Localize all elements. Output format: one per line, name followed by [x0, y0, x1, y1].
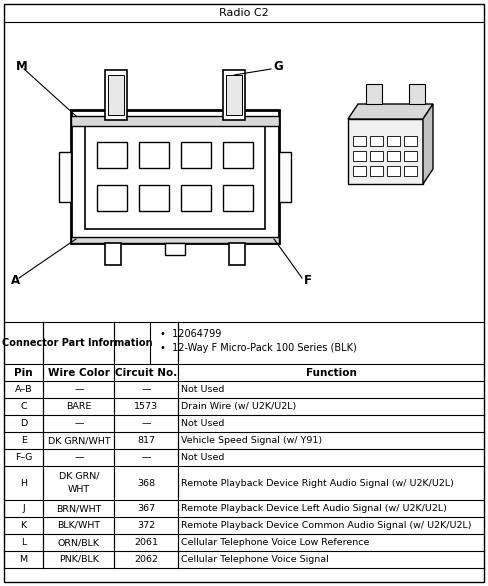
Text: Remote Playback Device Left Audio Signal (w/ U2K/U2L): Remote Playback Device Left Audio Signal…	[181, 504, 447, 513]
Text: Not Used: Not Used	[181, 419, 224, 428]
Text: C: C	[20, 402, 27, 411]
Bar	[71, 237, 279, 243]
Text: K: K	[20, 521, 27, 530]
Bar	[139, 142, 169, 168]
Text: BLK/WHT: BLK/WHT	[57, 521, 101, 530]
Text: Pin: Pin	[14, 367, 33, 377]
Bar	[353, 151, 366, 161]
Bar	[105, 243, 121, 265]
Bar	[353, 136, 366, 146]
Text: Function: Function	[305, 367, 357, 377]
Text: 368: 368	[137, 479, 155, 488]
Bar	[279, 152, 291, 202]
Text: Not Used: Not Used	[181, 385, 224, 394]
Text: 2061: 2061	[134, 538, 158, 547]
Text: D: D	[20, 419, 27, 428]
Text: —: —	[74, 385, 83, 394]
Text: Vehicle Speed Signal (w/ Y91): Vehicle Speed Signal (w/ Y91)	[181, 436, 323, 445]
Bar	[404, 166, 417, 176]
Text: Cellular Telephone Voice Signal: Cellular Telephone Voice Signal	[181, 555, 329, 564]
Text: WHT: WHT	[68, 485, 90, 495]
Text: DK GRN/: DK GRN/	[59, 472, 99, 481]
Text: Circuit No.: Circuit No.	[115, 367, 178, 377]
Text: Drain Wire (w/ U2K/U2L): Drain Wire (w/ U2K/U2L)	[181, 402, 297, 411]
Bar	[229, 243, 245, 265]
Bar	[71, 116, 279, 126]
Text: J: J	[22, 504, 25, 513]
Bar	[181, 142, 211, 168]
Bar	[226, 75, 242, 115]
Bar	[366, 84, 382, 104]
Text: Remote Playback Device Common Audio Signal (w/ U2K/U2L): Remote Playback Device Common Audio Sign…	[181, 521, 472, 530]
Text: Connector Part Information: Connector Part Information	[2, 338, 152, 348]
Text: DK GRN/WHT: DK GRN/WHT	[47, 436, 110, 445]
Text: Not Used: Not Used	[181, 453, 224, 462]
Bar	[404, 151, 417, 161]
Text: E: E	[21, 436, 27, 445]
Bar	[139, 185, 169, 212]
Text: Wire Color: Wire Color	[48, 367, 110, 377]
Bar	[223, 185, 253, 212]
Text: —: —	[142, 419, 151, 428]
Bar	[387, 136, 400, 146]
Text: •  12-Way F Micro-Pack 100 Series (BLK): • 12-Way F Micro-Pack 100 Series (BLK)	[160, 343, 357, 353]
Bar	[85, 124, 265, 229]
Bar	[223, 142, 253, 168]
Bar	[181, 185, 211, 212]
Bar	[370, 166, 383, 176]
Text: •  12064799: • 12064799	[160, 329, 222, 339]
Text: 372: 372	[137, 521, 155, 530]
Text: 817: 817	[137, 436, 155, 445]
Bar	[370, 136, 383, 146]
Polygon shape	[423, 104, 433, 184]
Text: A: A	[11, 274, 20, 288]
Bar	[97, 142, 127, 168]
Text: L: L	[21, 538, 26, 547]
Bar	[165, 243, 185, 255]
Bar	[105, 70, 127, 120]
Text: G: G	[273, 60, 283, 73]
Text: H: H	[20, 479, 27, 488]
Text: Remote Playback Device Right Audio Signal (w/ U2K/U2L): Remote Playback Device Right Audio Signa…	[181, 479, 454, 488]
Text: Cellular Telephone Voice Low Reference: Cellular Telephone Voice Low Reference	[181, 538, 369, 547]
Text: M: M	[20, 555, 28, 564]
Bar	[97, 185, 127, 212]
Polygon shape	[348, 104, 433, 119]
Bar	[387, 166, 400, 176]
Text: M: M	[16, 60, 28, 73]
Bar	[59, 152, 71, 202]
Bar	[108, 75, 124, 115]
Bar	[370, 151, 383, 161]
Text: PNK/BLK: PNK/BLK	[59, 555, 99, 564]
Bar	[353, 166, 366, 176]
Text: BARE: BARE	[66, 402, 92, 411]
Text: F–G: F–G	[15, 453, 32, 462]
Text: A–B: A–B	[15, 385, 33, 394]
Text: —: —	[74, 419, 83, 428]
Bar	[387, 151, 400, 161]
Text: 2062: 2062	[134, 555, 158, 564]
Text: ORN/BLK: ORN/BLK	[58, 538, 100, 547]
Bar	[223, 70, 245, 120]
Bar	[404, 136, 417, 146]
Text: —: —	[74, 453, 83, 462]
Bar	[409, 84, 425, 104]
Text: —: —	[142, 385, 151, 394]
Text: 367: 367	[137, 504, 155, 513]
Text: F: F	[304, 274, 312, 288]
Text: —: —	[142, 453, 151, 462]
Text: 1573: 1573	[134, 402, 159, 411]
Bar	[71, 110, 279, 243]
Bar	[348, 119, 423, 184]
Text: BRN/WHT: BRN/WHT	[56, 504, 102, 513]
Text: Radio C2: Radio C2	[219, 8, 269, 18]
